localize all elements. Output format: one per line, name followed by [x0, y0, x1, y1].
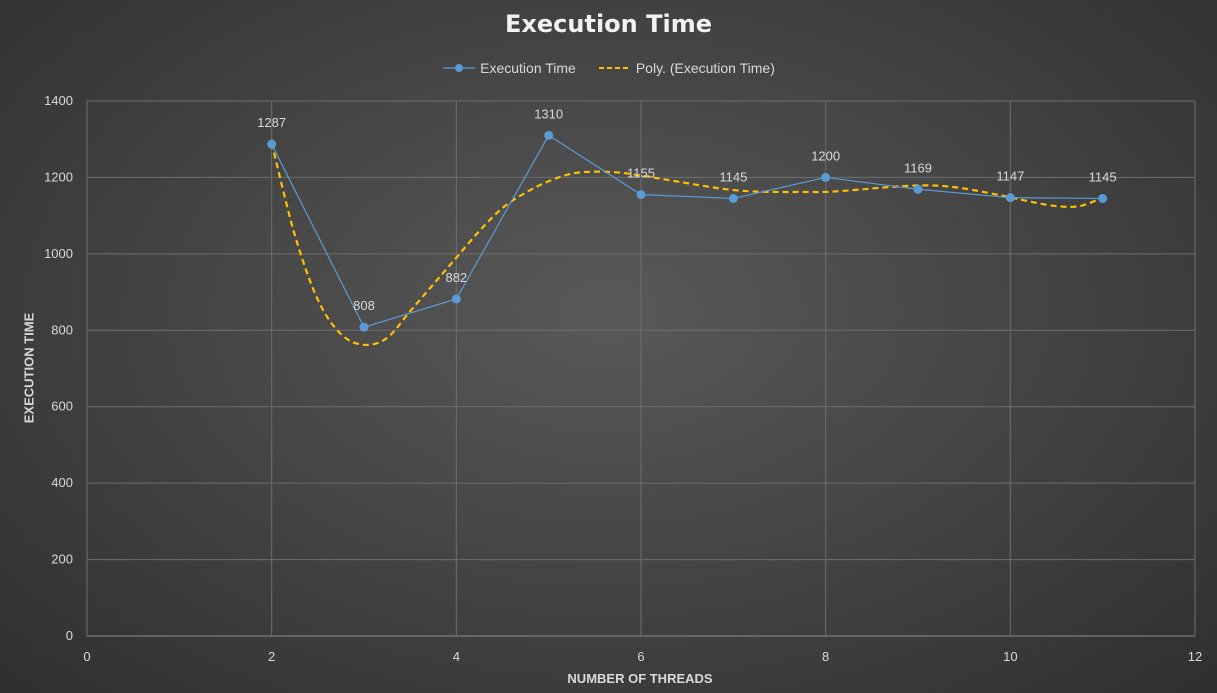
- y-tick-label: 400: [51, 475, 73, 490]
- data-label: 882: [445, 270, 467, 285]
- data-point-marker: [359, 322, 369, 332]
- data-label: 1200: [811, 148, 840, 163]
- chart-title: Execution Time: [505, 10, 712, 38]
- x-axis-title: NUMBER OF THREADS: [567, 671, 713, 686]
- legend-label-execution-time: Execution Time: [480, 60, 576, 76]
- data-label: 1145: [1089, 169, 1117, 184]
- data-point-marker: [728, 193, 738, 203]
- data-label: 1145: [719, 169, 747, 184]
- x-tick-label: 8: [822, 649, 829, 664]
- data-label: 1155: [627, 166, 655, 181]
- y-tick-label: 800: [51, 322, 73, 337]
- y-tick-label: 1200: [44, 169, 73, 184]
- x-tick-label: 0: [83, 649, 90, 664]
- x-tick-label: 4: [453, 649, 460, 664]
- x-tick-label: 10: [1003, 649, 1017, 664]
- x-tick-label: 6: [637, 649, 644, 664]
- data-label: 1287: [257, 115, 286, 130]
- x-tick-label: 2: [268, 649, 275, 664]
- data-point-marker: [636, 190, 646, 200]
- data-point-marker: [821, 172, 831, 182]
- y-tick-label: 1400: [44, 93, 73, 108]
- series-line-execution-time: [271, 134, 1103, 328]
- data-label: 1169: [904, 160, 932, 175]
- data-label: 1147: [996, 169, 1024, 184]
- y-tick-label: 1000: [44, 246, 73, 261]
- legend-item-execution-time: Execution Time: [442, 60, 576, 76]
- legend-label-poly-trendline: Poly. (Execution Time): [635, 60, 775, 76]
- data-point-marker: [544, 130, 554, 140]
- trendline-poly-execution-time: [270, 142, 1104, 347]
- x-tick-label: 12: [1188, 649, 1202, 664]
- data-point-marker: [451, 294, 461, 304]
- legend-item-poly-trendline: Poly. (Execution Time): [598, 60, 775, 76]
- legend-dashed-line-icon: [598, 67, 631, 69]
- y-tick-label: 600: [51, 399, 73, 414]
- data-point-marker: [1005, 193, 1015, 203]
- data-label: 1310: [534, 106, 563, 121]
- data-point-marker: [267, 139, 277, 149]
- data-point-marker: [1098, 193, 1108, 203]
- y-tick-label: 0: [66, 628, 73, 643]
- chart-legend: Execution Time Poly. (Execution Time): [0, 60, 1217, 76]
- y-tick-label: 200: [51, 552, 73, 567]
- data-label: 808: [353, 298, 375, 313]
- legend-line-marker-icon: [443, 64, 476, 72]
- data-point-marker: [913, 184, 923, 194]
